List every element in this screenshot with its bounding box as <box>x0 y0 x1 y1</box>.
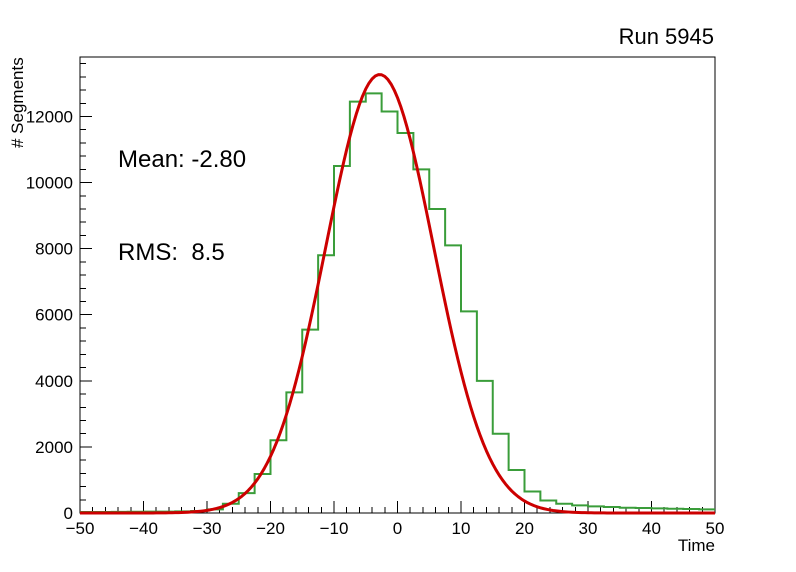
x-tick-label: 50 <box>706 519 725 538</box>
y-axis-title: # Segments <box>8 57 27 148</box>
stat-rms: RMS: 8.5 <box>118 239 225 266</box>
y-tick-label: 6000 <box>35 306 73 325</box>
y-tick-label: 12000 <box>26 107 73 126</box>
x-tick-label: 10 <box>452 519 471 538</box>
x-tick-label: 20 <box>515 519 534 538</box>
x-tick-label: 30 <box>579 519 598 538</box>
plot-title: Run 5945 <box>618 24 714 49</box>
stats-text: Mean: -2.80 RMS: 8.5 <box>118 82 246 330</box>
x-tick-label: −30 <box>193 519 222 538</box>
x-tick-label: −20 <box>256 519 285 538</box>
y-tick-label: 0 <box>64 504 73 523</box>
y-tick-label: 8000 <box>35 240 73 259</box>
stat-mean: Mean: -2.80 <box>118 146 247 173</box>
x-tick-label: −50 <box>66 519 95 538</box>
y-tick-label: 4000 <box>35 372 73 391</box>
y-tick-label: 2000 <box>35 438 73 457</box>
y-tick-label: 10000 <box>26 174 73 193</box>
x-tick-label: 40 <box>642 519 661 538</box>
x-tick-label: −40 <box>129 519 158 538</box>
x-tick-label: 0 <box>393 519 402 538</box>
x-tick-label: −10 <box>320 519 349 538</box>
fit-curve <box>80 73 715 515</box>
x-axis-title: Time <box>677 536 715 555</box>
